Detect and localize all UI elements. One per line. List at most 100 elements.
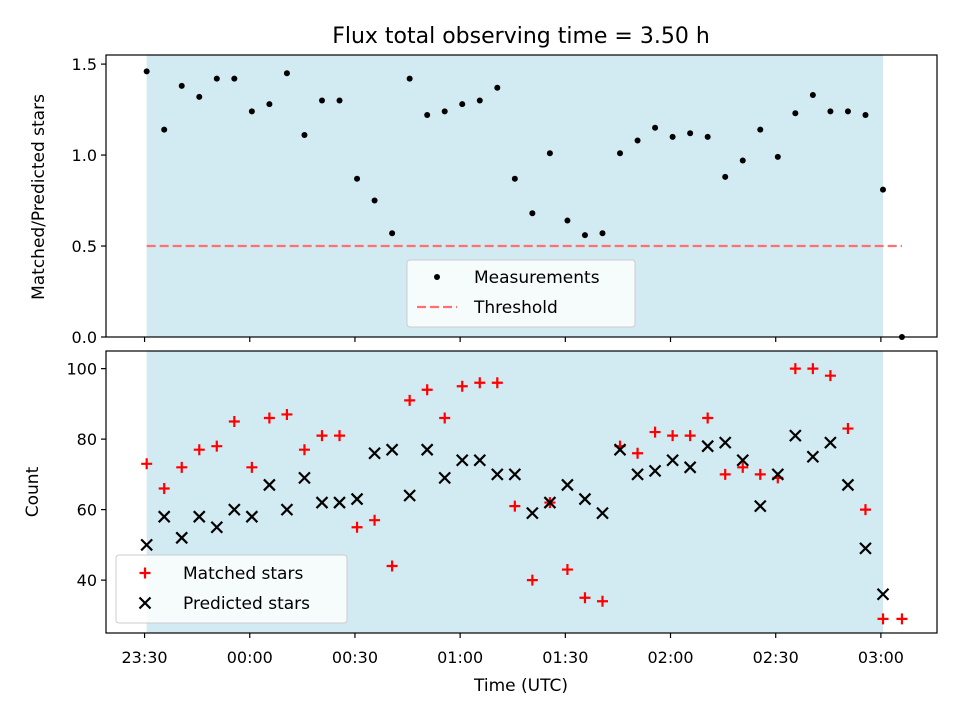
predicted-star-point [298,471,311,485]
measurement-point [424,112,431,119]
measurement-point [178,82,185,89]
measurement-point [529,210,536,217]
measurement-point [248,108,255,115]
matched-star-point [632,447,644,459]
bottom-y-tick-label: 60 [77,501,97,520]
top-y-tick-label: 1.0 [72,146,97,165]
predicted-star-point [157,510,171,523]
top-y-axis-label: Matched/Predicted stars [29,94,49,300]
bottom-axes-frame [105,350,938,634]
measurement-point [371,197,378,204]
measurement-point [354,175,361,182]
measurement-point [704,133,711,140]
x-tick-label: 01:30 [542,648,588,667]
predicted-star-point [613,443,627,456]
predicted-star-point [508,468,522,481]
matched-star-point [351,521,363,533]
predicted-star-point [368,446,381,460]
predicted-star-point [403,489,416,502]
matched-star-point [141,458,153,470]
predicted-star-point [789,429,802,442]
predicted-star-point [438,471,451,485]
measurement-point [722,173,729,180]
legend-label: Threshold [473,298,558,318]
predicted-star-point [578,492,592,506]
measurement-point [231,75,238,82]
matched-star-point [702,412,714,424]
matched-star-point [859,504,871,516]
bottom-y-axis-label: Count [23,466,43,517]
measurement-point [880,186,887,193]
predicted-star-point [315,496,329,509]
matched-star-point [807,363,819,375]
matched-star-point [526,574,538,586]
measurement-point [494,84,501,91]
predicted-star-point [824,436,837,449]
predicted-star-point [561,478,574,492]
measurement-point [459,101,466,108]
measurement-point [862,112,869,119]
matched-star-point [298,444,310,456]
predicted-star-point [140,538,153,552]
predicted-star-point [280,503,294,516]
measurement-point [634,137,641,144]
predicted-star-point [648,464,662,478]
measurement-point [792,110,799,117]
predicted-star-point [350,492,364,506]
predicted-star-point [192,510,206,523]
measurement-point [739,157,746,164]
predicted-star-point [683,461,697,474]
measurement-point [389,230,396,237]
matched-star-point [211,440,223,452]
matched-star-point [228,416,240,427]
matched-star-point [439,412,451,424]
matched-star-point [789,363,801,375]
measurement-point [196,93,203,100]
measurement-point [827,108,834,115]
measurement-point [213,75,220,82]
predicted-star-point [526,506,539,520]
measurement-point [266,101,273,108]
matched-star-point [649,426,661,438]
matched-star-point [824,370,836,382]
bottom-y-tick-label: 40 [77,571,97,590]
legend-matched-marker [139,567,151,579]
matched-star-point [667,430,679,442]
x-tick-label: 02:00 [647,648,693,667]
measurement-point [809,92,816,99]
predicted-star-point [420,443,434,456]
predicted-star-point [841,478,855,492]
measurement-point [161,126,168,133]
legend-measurement-marker [434,274,440,280]
measurement-point [687,130,694,137]
matched-star-point [176,461,188,473]
matched-star-point [509,500,521,512]
matched-star-point [316,430,328,442]
bottom-panel: 40 60 80 100 23:30 00:00 00:30 01:00 01:30 02:00 0… [66,350,938,667]
predicted-star-point [631,468,644,481]
measurement-point [617,150,624,157]
top-panel: 0.0 0.5 1.0 1.5 Measurements Threshold [72,54,938,347]
matched-star-point [842,423,854,435]
matched-star-point [193,444,205,456]
measurement-point [581,232,588,239]
legend-label: Matched stars [183,564,303,584]
x-tick-label: 00:30 [332,648,378,667]
measurement-point [564,217,571,224]
measurement-point [301,132,308,139]
measurement-point [599,230,606,237]
matched-star-point [281,408,293,420]
matched-star-point [719,468,731,480]
predicted-star-point [806,450,820,464]
predicted-star-point [228,503,241,516]
predicted-star-point [333,496,346,509]
matched-star-point [263,412,275,424]
matched-star-point [386,560,398,572]
top-y-tick-label: 0.0 [72,328,97,347]
matched-star-point [474,377,486,389]
matched-star-point [369,514,381,526]
legend-label: Measurements [474,268,600,288]
predicted-star-point [175,531,189,545]
measurement-point [476,97,483,104]
